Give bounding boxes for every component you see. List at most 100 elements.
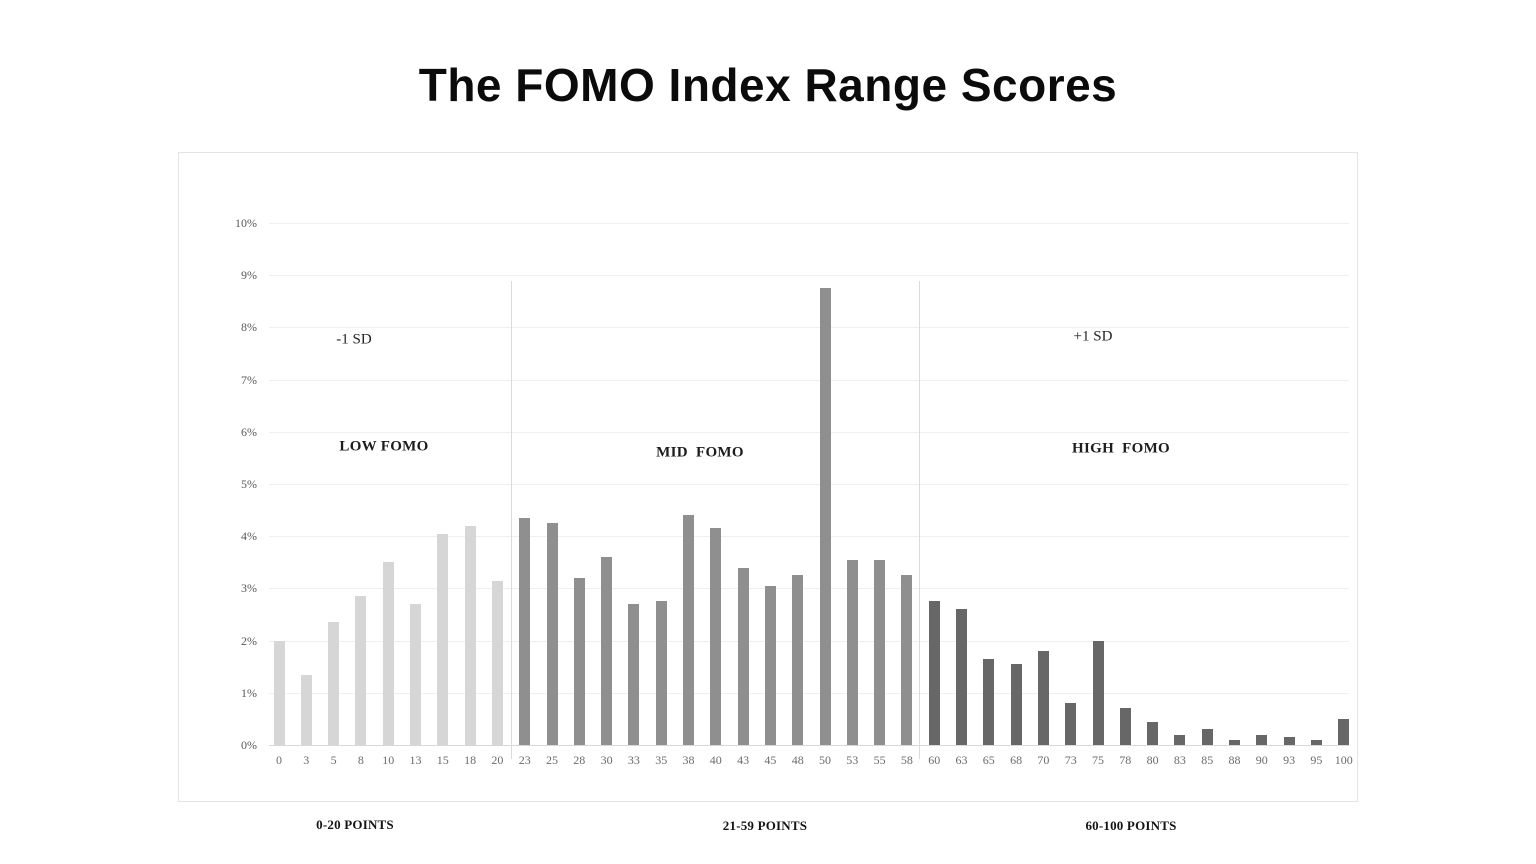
bar-33	[628, 604, 640, 745]
x-tick-label: 88	[1228, 753, 1241, 767]
bar-43	[737, 567, 749, 745]
bar-83	[1174, 734, 1186, 745]
region-label-mid-fomo: MID FOMO	[656, 444, 744, 461]
bar-85	[1201, 729, 1213, 745]
x-tick-label: 18	[464, 753, 477, 767]
bar-23	[519, 517, 531, 745]
bar-30	[601, 557, 613, 745]
y-tick-label: 7%	[241, 372, 257, 387]
bar-63	[956, 609, 967, 745]
bar-95	[1310, 739, 1322, 745]
chart-panel: 0% 1% 2% 3% 4% 5% 6% 7% 8% 9% 10% 0 3 5 8 10 13 15 18 20 23…	[178, 152, 1358, 802]
x-tick-label: 55	[873, 753, 886, 767]
bar-10	[382, 562, 394, 745]
x-tick-label: 75	[1092, 753, 1104, 767]
x-tick-label: 70	[1037, 753, 1050, 767]
bar-3	[300, 674, 312, 745]
points-range-label-high: 60-100 POINTS	[1085, 818, 1177, 833]
x-tick-label: 30	[600, 753, 613, 767]
gridline-7pct	[269, 379, 1349, 381]
x-tick-label: 85	[1201, 753, 1214, 767]
region-divider-low-mid	[511, 281, 512, 759]
gridline-8pct	[269, 327, 1349, 329]
y-tick-label: 3%	[241, 581, 257, 596]
bar-75	[1092, 640, 1104, 745]
x-tick-label: 53	[846, 753, 859, 767]
bar-13	[410, 604, 421, 745]
gridline-10pct	[269, 223, 1349, 224]
bar-48	[792, 575, 804, 745]
x-tick-label: 45	[764, 753, 777, 767]
y-tick-label: 9%	[241, 268, 257, 283]
region-label-low-fomo: LOW FOMO	[339, 438, 429, 455]
region-label-high-fomo: HIGH FOMO	[1072, 440, 1170, 457]
x-tick-label: 10	[382, 753, 395, 767]
x-tick-label: 58	[900, 753, 913, 767]
gridline-4pct	[269, 536, 1349, 538]
gridline-9pct	[269, 275, 1349, 277]
gridline-1pct	[269, 692, 1349, 694]
x-tick-label: 5	[330, 753, 337, 767]
bar-100	[1338, 718, 1350, 745]
bar-25	[546, 523, 558, 745]
annotation-plus-1sd: +1 SD	[1073, 328, 1113, 345]
x-tick-label: 83	[1173, 753, 1186, 767]
x-tick-label: 100	[1334, 753, 1353, 767]
bar-0	[273, 640, 285, 745]
gridline-3pct	[269, 588, 1349, 590]
y-tick-label: 1%	[241, 685, 257, 700]
bar-58	[901, 575, 913, 745]
gridline-2pct	[269, 640, 1349, 642]
bar-20	[491, 580, 503, 745]
bar-73	[1065, 703, 1077, 745]
x-tick-label: 95	[1310, 753, 1323, 767]
x-tick-label: 15	[436, 753, 449, 767]
y-tick-label: 4%	[241, 529, 257, 544]
gridline-0pct	[269, 745, 1349, 746]
x-tick-label: 73	[1064, 753, 1077, 767]
y-tick-label: 10%	[235, 216, 257, 230]
y-tick-label: 2%	[241, 633, 257, 648]
x-tick-label: 50	[819, 753, 831, 767]
region-divider-mid-high	[919, 281, 920, 759]
x-tick-label: 68	[1010, 753, 1023, 767]
gridline-5pct	[269, 484, 1349, 485]
bar-38	[683, 515, 694, 745]
bar-50	[819, 288, 831, 745]
y-tick-label: 5%	[241, 477, 257, 491]
points-range-label-mid: 21-59 POINTS	[722, 818, 808, 833]
bar-45	[764, 585, 776, 745]
x-tick-label: 28	[573, 753, 586, 767]
bar-60	[928, 601, 940, 745]
x-tick-label: 93	[1283, 753, 1296, 767]
x-tick-label: 0	[276, 753, 282, 767]
x-tick-label: 40	[709, 753, 722, 767]
bar-15	[437, 533, 449, 745]
bar-80	[1147, 721, 1159, 745]
x-tick-label: 78	[1119, 753, 1132, 767]
gridline-6pct	[269, 431, 1349, 433]
bar-88	[1229, 739, 1240, 745]
bar-70	[1037, 651, 1049, 745]
x-tick-label: 90	[1255, 753, 1268, 767]
x-tick-label: 60	[928, 753, 941, 767]
x-tick-label: 80	[1146, 753, 1159, 767]
x-tick-label: 48	[791, 753, 804, 767]
x-tick-label: 8	[357, 753, 364, 767]
y-tick-label: 8%	[241, 320, 257, 335]
bar-53	[846, 559, 858, 745]
x-tick-label: 63	[955, 753, 968, 767]
bar-18	[464, 525, 476, 745]
x-tick-label: 3	[303, 753, 310, 767]
bar-5	[328, 622, 340, 745]
bar-40	[710, 528, 722, 745]
bar-35	[655, 601, 667, 745]
x-tick-label: 33	[627, 753, 640, 767]
points-range-label-low: 0-20 POINTS	[316, 817, 394, 832]
x-tick-label: 13	[409, 753, 422, 767]
bar-55	[874, 559, 886, 745]
bar-65	[983, 658, 995, 745]
x-tick-label: 35	[655, 753, 668, 767]
x-tick-label: 65	[982, 753, 995, 767]
y-tick-label: 6%	[241, 424, 257, 439]
